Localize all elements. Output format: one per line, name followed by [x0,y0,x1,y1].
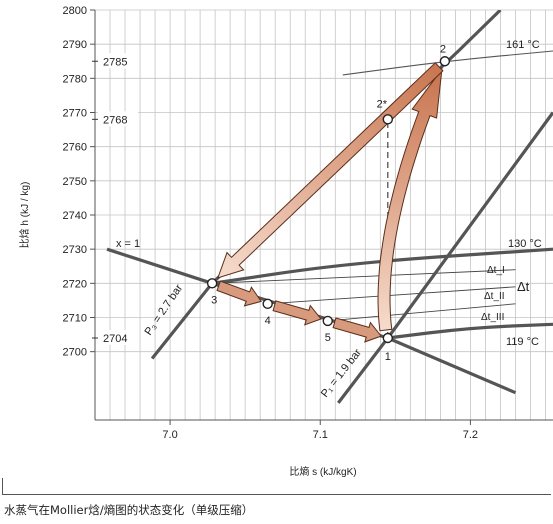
x-tick-label: 7.1 [313,429,328,441]
grid [94,9,553,420]
x-axis-label: 比熵 s (kJ/kgK) [289,465,356,478]
process-arrows [216,62,444,343]
state-label: 4 [265,315,271,327]
state-point [382,114,394,125]
state-point [262,298,273,310]
state-label: 1 [385,351,391,363]
state-label: 2 [440,43,446,55]
delta-t-line [267,286,516,305]
figure-caption: 水蒸气在Mollier焓/熵图的状态变化（单级压缩） [4,503,254,517]
isotherm-line [342,50,553,76]
process-arrow [332,317,382,343]
isobar-label: P₁ = 1.9 bar [319,347,364,400]
isotherm-label: 130 °C [508,238,542,250]
y-tick-label: 2750 [63,176,87,188]
delta-t-line [327,303,516,322]
process-arrow [216,280,262,307]
delta-t-label: Δt_II [484,291,505,302]
curves [106,10,553,404]
x-tick-label: 7.2 [463,429,478,441]
y-tick-label: 2780 [63,73,87,85]
delta-t-label: Δt_III [481,312,504,323]
state-point [439,56,451,67]
y-tick-label: 2770 [63,108,87,120]
y-tick-label: 2800 [63,5,87,17]
enthalpy-marker-label: 2704 [103,333,127,345]
y-tick-label: 2700 [63,347,87,359]
state-point [206,278,218,289]
curve-labels: 1 2 2* 3 4 5 x = 1 161 °C 130 °C 119 °C P₁ = 1.9 b… [116,39,542,400]
enthalpy-marker-label: 2768 [103,114,127,126]
enthalpy-marker-bg [98,330,138,345]
y-tick-label: 2740 [63,210,87,222]
caption-divider [2,494,551,495]
isotherm-line [387,322,553,340]
state-points [206,56,451,344]
enthalpy-marker-bg [98,53,138,69]
enthalpy-marker-label: 2785 [103,56,127,68]
delta-t-label: Δt_I [487,265,505,276]
isotherm-label: 119 °C [506,336,539,348]
caption-rule [2,478,3,494]
y-tick-label: 2720 [63,278,87,290]
state-point [322,315,333,327]
y-tick-label: 2760 [63,142,87,154]
delta-t-total-label: Δt [517,279,530,294]
y-tick-label: 2730 [63,244,87,256]
state-label: 3 [211,294,217,306]
y-tick-label: 2790 [63,39,87,51]
isobar-line [337,111,553,404]
state-label: 2* [377,98,388,110]
state-point [382,332,394,344]
compression-arrow [377,67,443,332]
x-tick-label: 7.0 [162,429,177,441]
axes: 2700 2710 2720 2730 2740 2750 2760 2770 2780 2790… [63,5,553,441]
delta-t-line [212,269,516,284]
y-axis-label: 比焓 h (kJ / kg) [18,182,31,249]
isobar-label: P₃ = 2.7 bar [143,282,186,338]
state-label: 5 [325,332,331,344]
enthalpy-marker-bg [98,111,138,127]
y-tick-label: 2710 [63,313,87,325]
isotherm-line [211,247,553,285]
process-arrow [272,300,322,326]
saturation-label: x = 1 [116,238,140,250]
isotherm-label: 161 °C [506,39,540,51]
